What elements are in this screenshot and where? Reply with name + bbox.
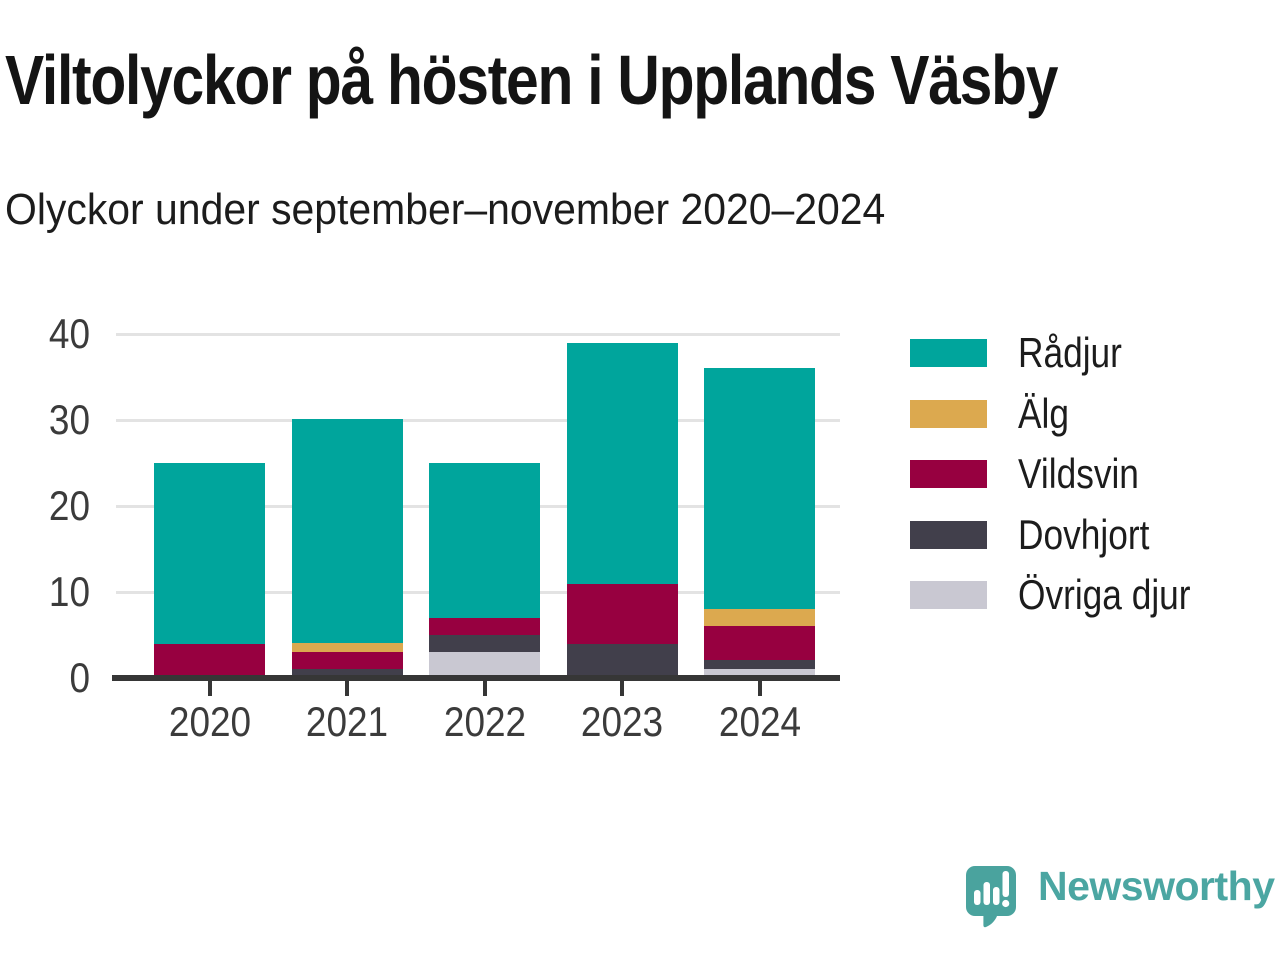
bar-segment-rådjur-2023 [566, 343, 678, 584]
x-tick-2023 [620, 681, 624, 696]
y-tick-label-40: 40 [48, 310, 90, 357]
x-axis-line [112, 675, 840, 681]
bar-segment-dovhjort-2022 [429, 635, 540, 652]
legend-label-dovhjort: Dovhjort [1018, 510, 1150, 558]
bar-segment-rådjur-2024 [704, 368, 815, 609]
gridline-30 [116, 418, 840, 422]
bar-2020 [154, 463, 265, 678]
bar-segment-rådjur-2020 [154, 463, 265, 644]
y-tick-label-20: 20 [48, 482, 90, 529]
bar-segment-vildsvin-2020 [154, 644, 265, 678]
bar-2021 [291, 419, 403, 678]
bar-segment-vildsvin-2024 [704, 626, 815, 660]
x-tick-2020 [207, 681, 212, 696]
bar-segment-dovhjort-2023 [566, 644, 678, 678]
bar-segment-vildsvin-2022 [429, 618, 540, 635]
chart-title: Viltolyckor på hösten i Upplands Väsby [5, 41, 1058, 119]
legend-label-rådjur: Rådjur [1018, 329, 1122, 376]
newsworthy-brand: Newsworthy [962, 858, 1275, 930]
legend-swatch-övriga-djur [910, 581, 987, 609]
bar-segment-älg-2021 [291, 643, 403, 652]
bar-chart-speech-bubble-icon [966, 866, 1016, 928]
legend-swatch-vildsvin [910, 460, 987, 488]
bar-segment-övriga-djur-2022 [429, 652, 540, 678]
legend-swatch-rådjur [910, 339, 987, 367]
bar-segment-rådjur-2022 [429, 463, 540, 618]
y-tick-label-30: 30 [48, 396, 90, 443]
bar-segment-älg-2024 [704, 609, 815, 626]
x-tick-label-2024: 2024 [718, 698, 801, 745]
bar-2023 [566, 343, 678, 678]
x-tick-2022 [482, 681, 487, 696]
legend-label-övriga-djur: Övriga djur [1018, 571, 1191, 618]
chart-subtitle: Olyckor under september–november 2020–20… [5, 185, 886, 234]
x-tick-2024 [757, 681, 762, 696]
legend-label-vildsvin: Vildsvin [1018, 450, 1139, 497]
bar-segment-dovhjort-2024 [704, 660, 815, 669]
bar-segment-dovhjort-2021 [291, 669, 403, 678]
bar-segment-vildsvin-2023 [566, 584, 678, 644]
y-tick-label-10: 10 [48, 568, 90, 615]
y-tick-label-0: 0 [69, 654, 90, 701]
legend-swatch-älg [910, 399, 987, 428]
x-tick-label-2021: 2021 [305, 698, 389, 745]
bar-segment-rådjur-2021 [291, 419, 403, 643]
legend-label-älg: Älg [1018, 389, 1069, 437]
bar-2024 [704, 368, 815, 678]
bar-segment-vildsvin-2021 [291, 652, 403, 669]
gridline-40 [116, 332, 840, 336]
x-tick-label-2022: 2022 [443, 698, 526, 745]
bar-segment-övriga-djur-2024 [704, 669, 815, 678]
x-tick-label-2020: 2020 [168, 698, 251, 745]
newsworthy-logo-text: Newsworthy [1038, 863, 1275, 909]
x-tick-label-2023: 2023 [580, 698, 664, 745]
x-tick-2021 [345, 681, 349, 696]
legend-swatch-dovhjort [910, 520, 987, 549]
bar-2022 [429, 463, 540, 678]
